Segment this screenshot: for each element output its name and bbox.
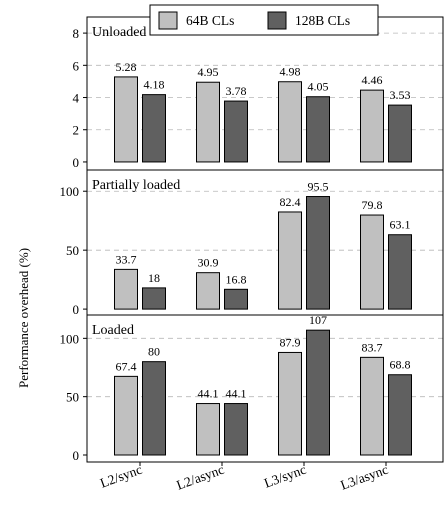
x-tick-label: L2/sync: [98, 462, 144, 491]
bar-128b: [224, 403, 248, 456]
bar-128b: [388, 104, 412, 163]
data-label: 68.8: [390, 358, 411, 372]
legend-swatch-128b: [267, 11, 287, 30]
y-tick-label: 8: [73, 26, 80, 41]
y-tick-label: 50: [66, 390, 79, 405]
data-label: 16.8: [226, 272, 247, 286]
data-label: 44.1: [198, 387, 219, 401]
bar-128b: [224, 100, 248, 163]
bar-64b: [196, 403, 220, 456]
panel-title: Loaded: [92, 323, 134, 338]
bar-128b: [142, 94, 166, 163]
data-label: 3.53: [390, 88, 411, 102]
y-tick-label: 0: [73, 155, 80, 170]
y-tick-label: 100: [60, 331, 80, 346]
bar-64b: [196, 81, 220, 163]
data-label: 18: [148, 271, 160, 285]
x-tick-label: L2/async: [174, 462, 226, 493]
y-axis-label: Performance overhead (%): [16, 248, 31, 388]
data-label: 4.46: [362, 73, 383, 87]
y-tick-label: 50: [66, 243, 79, 258]
y-axis-label-group: Performance overhead (%): [16, 248, 31, 388]
y-tick-label: 100: [60, 184, 80, 199]
data-label: 30.9: [198, 256, 219, 270]
bar-64b: [196, 272, 220, 310]
bar-64b: [360, 356, 384, 456]
data-label: 82.4: [280, 195, 301, 209]
bar-128b: [306, 329, 330, 456]
bar-64b: [114, 76, 138, 163]
data-label: 95.5: [308, 180, 329, 194]
data-label: 79.8: [362, 198, 383, 212]
panel-title: Partially loaded: [92, 178, 180, 193]
y-tick-label: 2: [73, 123, 80, 138]
bar-128b: [388, 234, 412, 310]
panel-2: 0 50 100 33.7 30.9 82.4 79.8 18 16.8 95.5 63.1 Part…: [60, 169, 444, 317]
data-label: 87.9: [280, 335, 301, 349]
y-tick-label: 6: [73, 58, 80, 73]
data-label: 67.4: [116, 359, 137, 373]
data-label: 4.95: [198, 65, 219, 79]
data-label: 44.1: [226, 387, 247, 401]
bar-128b: [306, 196, 330, 310]
bar-64b: [360, 214, 384, 310]
legend-box: [149, 4, 379, 36]
data-label: 107: [309, 313, 327, 327]
data-label: 33.7: [116, 252, 137, 266]
legend-label-128b: 128B CLs: [295, 13, 350, 28]
data-label: 80: [148, 345, 160, 359]
bar-128b: [306, 96, 330, 163]
bar-128b: [388, 374, 412, 456]
chart-panels: 0 2 4 6 8 5.28 4.95 4.98 4.46 4.18 3.78 4.05 3.53 Unl…: [60, 16, 444, 463]
data-label: 4.05: [308, 80, 329, 94]
panel-frame: [86, 314, 444, 463]
data-label: 4.18: [144, 78, 165, 92]
x-tick-label: L3/async: [338, 462, 390, 493]
bar-128b: [224, 288, 248, 310]
panel-1: 0 2 4 6 8 5.28 4.95 4.98 4.46 4.18 3.78 4.05 3.53 Unl…: [73, 16, 444, 171]
bar-64b: [114, 268, 138, 310]
data-label: 63.1: [390, 218, 411, 232]
bar-64b: [278, 211, 302, 310]
y-tick-label: 4: [73, 91, 80, 106]
bar-64b: [114, 375, 138, 456]
x-tick-label: L3/sync: [262, 462, 308, 491]
data-label: 83.7: [362, 340, 383, 354]
panel-title: Unloaded: [92, 25, 146, 40]
y-tick-label: 0: [73, 302, 80, 317]
data-label: 4.98: [280, 65, 301, 79]
bar-64b: [360, 89, 384, 163]
bar-64b: [278, 81, 302, 163]
bar-64b: [278, 351, 302, 456]
legend-label-64b: 64B CLs: [186, 13, 234, 28]
data-label: 5.28: [116, 60, 137, 74]
panel-3: 0 50 100 67.4 44.1 87.9 83.7 80 44.1 107 68.8 Loade…: [60, 313, 444, 463]
y-tick-label: 0: [73, 448, 80, 463]
legend: 64B CLs 128B CLs: [149, 4, 379, 36]
legend-swatch-64b: [158, 11, 178, 30]
x-axis-tick-labels: L2/sync L2/async L3/sync L3/async: [98, 462, 390, 493]
data-label: 3.78: [226, 84, 247, 98]
bar-128b: [142, 287, 166, 310]
bar-128b: [142, 361, 166, 456]
